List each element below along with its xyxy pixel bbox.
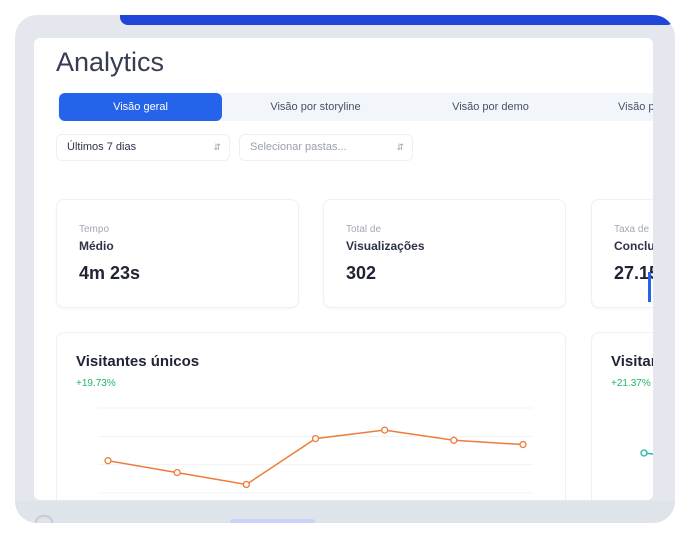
stat-value: 27.15	[614, 263, 653, 283]
tab-storyline[interactable]: Visão por storyline	[270, 101, 361, 113]
data-point	[104, 457, 112, 465]
tab-bar: Visão geral Visão por storyline Visão po…	[58, 93, 653, 121]
background-icon	[35, 515, 53, 523]
tab-more[interactable]: Visão p	[618, 101, 653, 113]
chart-delta: +21.37%	[611, 378, 651, 389]
period-select[interactable]: Últimos 7 dias ⇵	[56, 134, 230, 161]
chevron-updown-icon: ⇵	[213, 142, 221, 152]
chart-points	[104, 426, 527, 489]
data-point	[173, 468, 181, 477]
background-active-tab	[230, 519, 315, 523]
tab-overview[interactable]: Visão geral	[59, 93, 222, 121]
tab-demo[interactable]: Visão por demo	[452, 101, 529, 113]
data-point	[242, 480, 250, 489]
stat-value: 302	[346, 263, 377, 283]
chart-grid	[98, 407, 533, 494]
chart-title: Visitan	[611, 353, 653, 370]
stat-label-top: Taxa de	[614, 224, 650, 235]
stat-card-total-views: Total de Visualizações 302	[323, 199, 566, 308]
period-select-value: Últimos 7 dias	[67, 141, 137, 153]
stat-accent-bar	[648, 272, 651, 302]
chevron-updown-icon: ⇵	[396, 142, 404, 152]
chart-card-unique-visitors: Visitantes únicos +19.73%	[56, 332, 566, 500]
data-point	[381, 426, 389, 434]
folders-select[interactable]: Selecionar pastas... ⇵	[239, 134, 413, 161]
data-point	[519, 440, 527, 449]
data-point	[311, 434, 320, 443]
chart-delta: +19.73%	[76, 378, 116, 389]
folders-select-placeholder: Selecionar pastas...	[250, 141, 347, 153]
page-title: Analytics	[56, 47, 165, 77]
stat-card-completion-rate: Taxa de Conclu 27.15	[591, 199, 653, 308]
chart-title: Visitantes únicos	[76, 353, 200, 370]
data-point	[450, 436, 458, 444]
stat-label-main: Visualizações	[346, 239, 425, 253]
line-chart	[98, 407, 533, 494]
stat-label-top: Tempo	[79, 224, 110, 235]
chart-card-visitors-partial: Visitan +21.37%	[591, 332, 653, 500]
analytics-panel: Analytics Visão geral Visão por storylin…	[34, 38, 653, 500]
stat-value: 4m 23s	[79, 263, 141, 283]
stat-label-main: Médio	[79, 239, 114, 253]
background-header-bar	[120, 15, 675, 25]
background-footer	[15, 501, 675, 523]
line-chart-partial	[640, 449, 653, 457]
stat-card-avg-time: Tempo Médio 4m 23s	[56, 199, 299, 308]
stat-label-main: Conclu	[614, 239, 653, 253]
data-point	[640, 449, 648, 457]
stat-label-top: Total de	[346, 224, 382, 235]
